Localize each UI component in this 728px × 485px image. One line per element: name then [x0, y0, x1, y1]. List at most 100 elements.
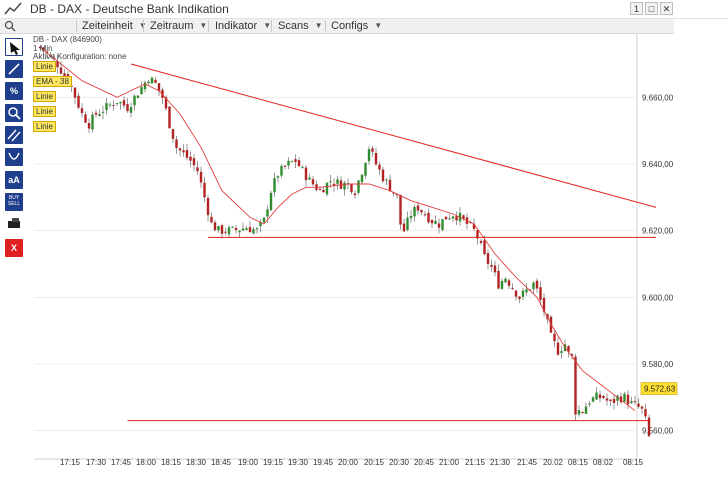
x-tick-label: 21:45 [517, 458, 538, 467]
candle-body [570, 354, 574, 356]
candle-body [577, 410, 581, 415]
candle-body [612, 398, 616, 403]
menu-zeitraum[interactable]: Zeitraum ▼ [150, 19, 207, 33]
candle-body [252, 229, 255, 234]
candle-body [406, 217, 409, 230]
candle-body [220, 225, 224, 234]
percent-tool[interactable]: % [5, 82, 23, 100]
overlay-label-linie[interactable]: Linie [33, 61, 56, 72]
candle-body [399, 194, 402, 225]
cursor-tool[interactable] [5, 38, 23, 56]
menu-separator [143, 20, 144, 32]
candle-body [647, 417, 651, 437]
candle-body [192, 158, 196, 166]
buy-sell-tool[interactable]: BUY SELL [5, 193, 23, 211]
chevron-down-icon: ▼ [374, 21, 383, 30]
candle-body [567, 345, 570, 352]
candle-body [416, 205, 420, 211]
candle-body [595, 392, 598, 400]
candle-body [227, 227, 231, 235]
x-tick-label: 18:30 [186, 458, 207, 467]
chart-symbol-line: DB - DAX (846900) [33, 35, 102, 44]
candlestick-chart[interactable]: 9.660,00 9.640,00 9.620,00 9.600,00 9.580,00… [0, 34, 680, 482]
candle-body [189, 156, 192, 161]
window-restore-button[interactable]: 1 [630, 2, 643, 15]
candle-body [518, 296, 521, 300]
x-tick-label: 20.02 [543, 458, 564, 467]
zoom-tool[interactable] [5, 104, 23, 122]
menu-configs-label: Configs [331, 20, 369, 32]
candle-body [259, 221, 262, 227]
candle-body [605, 398, 609, 401]
arc-tool[interactable] [5, 148, 23, 166]
candle-body [588, 403, 591, 405]
candle-body [308, 177, 311, 180]
overlay-label-linie[interactable]: Linie [33, 121, 56, 132]
title-bar: DB - DAX - Deutsche Bank Indikation 1 □ … [0, 0, 728, 19]
candle-body [119, 102, 122, 104]
ema-line [39, 46, 636, 412]
candle-body [434, 220, 437, 224]
x-tick-label: 20:30 [389, 458, 410, 467]
candle-body [532, 282, 535, 290]
parallel-tool[interactable] [5, 126, 23, 144]
last-price-tag [640, 382, 678, 395]
candle-body [490, 264, 493, 267]
candle-body [423, 214, 427, 216]
candle-body [199, 171, 203, 183]
candle-body [476, 230, 479, 239]
search-icon[interactable] [4, 20, 16, 32]
window-maximize-button[interactable]: □ [645, 2, 658, 15]
candle-body [262, 217, 266, 223]
candle-body [171, 129, 175, 139]
candle-body [402, 223, 406, 232]
candle-body [206, 197, 210, 216]
chevron-down-icon: ▼ [139, 19, 147, 33]
menu-separator [325, 20, 326, 32]
delete-tool[interactable]: X [5, 239, 23, 257]
menu-zeiteinheit-label: Zeiteinheit [82, 20, 133, 32]
candle-body [584, 406, 588, 414]
eraser-tool[interactable] [5, 215, 23, 233]
candle-body [374, 153, 378, 165]
line-draw-icon [8, 63, 20, 75]
overlay-label-ema[interactable]: EMA - 38 [33, 76, 72, 87]
candle-body [269, 192, 273, 211]
x-tick-label: 17:45 [111, 458, 132, 467]
text-tool-label: aA [8, 175, 20, 185]
candle-body [388, 179, 392, 192]
candle-body [357, 180, 360, 193]
menu-configs[interactable]: Configs ▼ [331, 19, 382, 33]
window-title: DB - DAX - Deutsche Bank Indikation [30, 2, 229, 16]
candle-body [332, 183, 336, 186]
candle-body [350, 184, 353, 193]
x-tick-label: 18:15 [161, 458, 182, 467]
menu-indikator[interactable]: Indikator ▼ [215, 19, 271, 33]
candle-body [329, 181, 332, 183]
x-tick-label: 17:15 [60, 458, 81, 467]
candle-body [248, 227, 252, 233]
candle-body [273, 178, 276, 193]
x-tick-label: 20:45 [414, 458, 435, 467]
candle-body [210, 216, 213, 223]
overlay-label-linie[interactable]: Linie [33, 106, 56, 117]
candle-body [101, 111, 105, 113]
x-tick-label: 21:30 [490, 458, 511, 467]
x-tick-label: 17:30 [86, 458, 107, 467]
candle-body [318, 189, 322, 191]
candle-body [77, 95, 80, 108]
window-close-button[interactable]: ✕ [660, 2, 673, 15]
text-tool[interactable]: aA [5, 171, 23, 189]
candle-body [213, 222, 217, 231]
x-tick-label: 08:15 [623, 458, 644, 467]
menu-indikator-label: Indikator [215, 20, 258, 32]
menu-scans[interactable]: Scans ▼ [278, 19, 323, 33]
line-tool[interactable] [5, 60, 23, 78]
candle-body [483, 240, 486, 255]
x-tick-label: 08:02 [593, 458, 614, 467]
overlay-label-linie[interactable]: Linie [33, 91, 56, 102]
menu-separator [208, 20, 209, 32]
chart-area[interactable]: 9.660,00 9.640,00 9.620,00 9.600,00 9.580,00… [0, 34, 680, 482]
menu-zeiteinheit[interactable]: Zeiteinheit ▼ [82, 19, 147, 33]
candle-body [283, 165, 287, 167]
